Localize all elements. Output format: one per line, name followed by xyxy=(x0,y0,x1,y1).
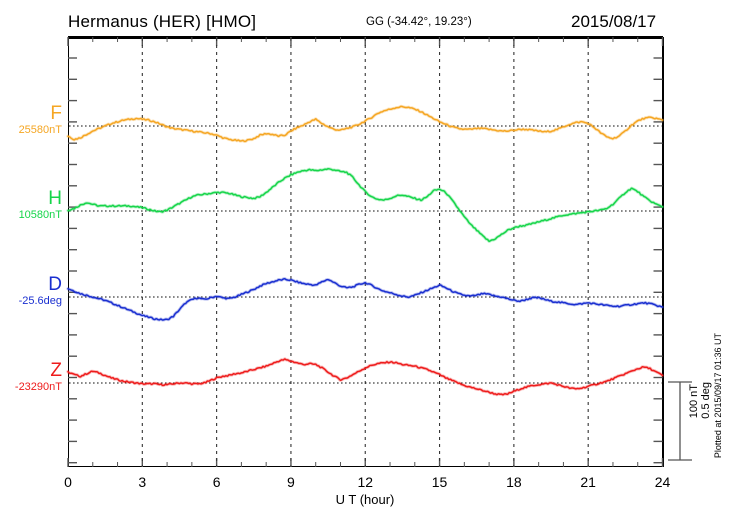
x-tick-label-3: 3 xyxy=(138,474,147,490)
x-tick-label-15: 15 xyxy=(431,474,448,490)
x-tick-label-6: 6 xyxy=(212,474,221,490)
component-label-H: H 10580nT xyxy=(0,189,62,222)
x-tick-label-9: 9 xyxy=(287,474,295,490)
geographic-coordinates: GG (-34.42°, 19.23°) xyxy=(366,16,472,28)
observation-date: 2015/08/17 xyxy=(571,12,657,31)
scale-bar-nt: 100 nT xyxy=(688,384,700,419)
x-axis-label: U T (hour) xyxy=(335,492,395,507)
x-tick-label-21: 21 xyxy=(580,474,596,490)
component-label-Z: Z -23290nT xyxy=(0,361,62,394)
component-value-H: 10580nT xyxy=(18,209,62,221)
component-value-Z: -23290nT xyxy=(14,381,62,393)
component-label-F: F 25580nT xyxy=(0,104,62,137)
component-label-D: D -25.6deg xyxy=(0,275,62,308)
component-name-Z: Z xyxy=(50,360,62,381)
component-name-H: H xyxy=(48,188,62,209)
station-title: Hermanus (HER) [HMO] xyxy=(68,12,257,31)
scale-bar-label: 100 nT0.5 deg xyxy=(688,382,712,422)
component-value-D: -25.6deg xyxy=(18,295,62,307)
x-tick-label-18: 18 xyxy=(506,474,522,490)
scale-bar-deg: 0.5 deg xyxy=(700,382,712,419)
component-value-F: 25580nT xyxy=(18,124,62,136)
x-tick-label-12: 12 xyxy=(357,474,374,490)
plotted-timestamp: Plotted at 2015/09/17 01:36 UT xyxy=(713,333,723,459)
component-name-D: D xyxy=(48,274,62,295)
header-divider xyxy=(68,36,663,37)
plot-area xyxy=(68,37,663,467)
x-tick-label-24: 24 xyxy=(654,474,671,490)
plot-right-border xyxy=(662,37,664,467)
plot-top-border xyxy=(68,37,663,39)
component-name-F: F xyxy=(50,103,62,124)
x-tick-label-0: 0 xyxy=(64,474,72,490)
